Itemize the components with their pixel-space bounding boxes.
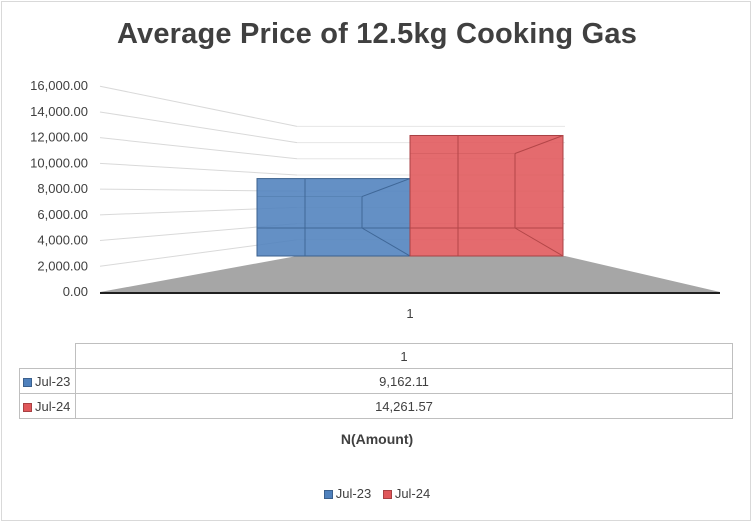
y-tick-label: 0.00 (63, 284, 88, 299)
data-table-cell: 9,162.11 (75, 368, 733, 394)
series-1-swatch (23, 377, 32, 387)
y-tick-label: 4,000.00 (37, 233, 88, 248)
floor-plane (100, 256, 720, 292)
y-tick-label: 10,000.00 (30, 155, 88, 170)
plot-area: 0.00 2,000.00 4,000.00 6,000.00 8,000.00 10,0… (30, 78, 720, 321)
gridline-side (99, 162, 298, 176)
data-table-row-label: Jul-23 (19, 368, 76, 394)
legend-label-2: Jul-24 (394, 486, 431, 501)
bar-jul-23 (256, 178, 411, 257)
y-tick-label: 12,000.00 (30, 130, 88, 145)
bar-edge (514, 227, 564, 257)
y-tick-label: 16,000.00 (30, 78, 88, 93)
bar-front (409, 134, 564, 257)
bar-front (256, 178, 411, 257)
data-table-cell: 14,261.57 (75, 393, 733, 419)
bar-edge (514, 135, 564, 154)
gridline-side (99, 137, 298, 160)
y-tick-label: 14,000.00 (30, 104, 88, 119)
legend-item-jul-23: Jul-23 (323, 486, 372, 501)
y-tick-label: 8,000.00 (37, 181, 88, 196)
series-1-label: Jul-23 (35, 373, 71, 389)
bar-edge (361, 178, 411, 198)
y-tick-label: 2,000.00 (37, 258, 88, 273)
series-2-swatch (23, 402, 32, 412)
legend-swatch-2 (382, 490, 392, 499)
data-table-row-label: Jul-24 (19, 393, 76, 419)
legend-item-jul-24: Jul-24 (382, 486, 431, 501)
bar-edge (361, 227, 411, 257)
series-2-label: Jul-24 (35, 398, 71, 414)
y-tick-label: 6,000.00 (37, 207, 88, 222)
data-table-corner (19, 343, 76, 369)
bar-jul-24 (409, 134, 564, 257)
chart-title: Average Price of 12.5kg Cooking Gas (116, 18, 638, 50)
data-table-header: 1 (75, 343, 733, 369)
legend-swatch-1 (323, 490, 333, 499)
x-category-label: 1 (406, 306, 413, 321)
gridline-side (99, 85, 298, 127)
legend-label-1: Jul-23 (335, 486, 372, 501)
data-table: 1 Jul-23 9,162.11 Jul-24 14,261.57 (19, 343, 733, 419)
gridline-side (99, 111, 298, 144)
x-axis-title: N(Amount) (340, 431, 414, 447)
legend: Jul-23 Jul-24 (0, 486, 754, 501)
